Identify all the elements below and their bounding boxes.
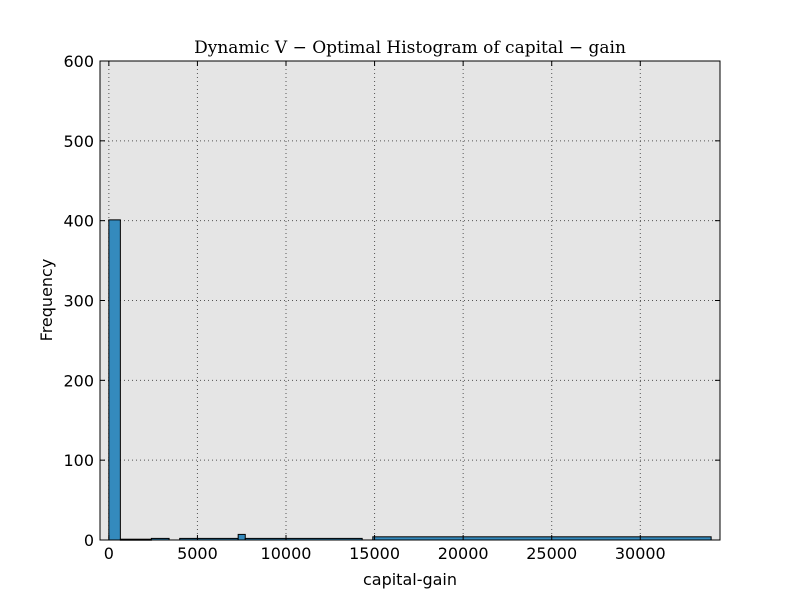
- x-tick-label: 20000: [438, 544, 489, 563]
- y-axis-ticks: 0 100 200 300 400 500 600: [63, 52, 720, 550]
- chart-title: Dynamic V − Optimal Histogram of capital…: [194, 38, 626, 58]
- histogram-bar: [237, 533, 246, 541]
- y-tick-label: 100: [63, 451, 94, 470]
- x-tick-label: 0: [104, 544, 114, 563]
- y-tick-label: 300: [63, 292, 94, 311]
- histogram-bars: [108, 219, 712, 541]
- x-axis-label: capital-gain: [363, 570, 457, 589]
- x-tick-label: 5000: [177, 544, 218, 563]
- y-tick-label: 600: [63, 52, 94, 71]
- histogram-bar: [108, 219, 121, 541]
- x-tick-label: 30000: [615, 544, 666, 563]
- x-tick-label: 25000: [526, 544, 577, 563]
- x-tick-label: 15000: [349, 544, 400, 563]
- y-tick-label: 200: [63, 371, 94, 390]
- y-tick-label: 500: [63, 132, 94, 151]
- x-tick-label: 10000: [261, 544, 312, 563]
- y-tick-label: 400: [63, 212, 94, 231]
- y-axis-label: Frequency: [37, 259, 56, 342]
- x-axis-ticks: 0 5000 10000 15000 20000 25000 30000: [104, 61, 666, 563]
- y-tick-label: 0: [84, 531, 94, 550]
